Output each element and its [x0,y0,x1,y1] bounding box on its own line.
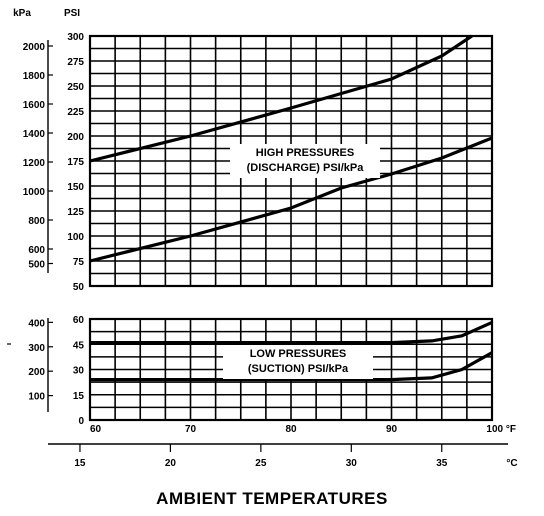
psi-tick-label-high: 275 [67,57,84,68]
psi-tick-label-high: 200 [67,132,84,143]
psi-tick-label-high: 75 [73,257,85,268]
high-pressures-annotation-bg [230,144,380,178]
kpa-tick-label-high: 800 [28,216,45,227]
kpa-tick-label-high: 1000 [23,187,46,198]
x-axis-title: AMBIENT TEMPERATURES [156,489,388,508]
celsius-tick-label: 20 [165,458,177,469]
labels: kPa PSI3002752502252001751501251007550604… [13,8,518,508]
kpa-tick-label-low: 400 [28,318,45,329]
psi-tick-label-high: 50 [73,282,85,293]
fahrenheit-tick-label: 100 °F [486,424,516,435]
psi-tick-label-high: 100 [67,232,84,243]
celsius-tick-label: 35 [436,458,448,469]
psi-tick-label-high: 225 [67,107,84,118]
kpa-tick-label-low: 300 [28,343,45,354]
kpa-tick-label-high: 500 [28,260,45,271]
psi-tick-label-low: 45 [73,340,85,351]
psi-unit-label: PSI [64,8,80,19]
psi-tick-label-low: 0 [78,416,84,427]
kpa-tick-label-high: 2000 [23,42,46,53]
low-pressures-annotation-bg [223,345,373,379]
kpa-tick-label-low: 100 [28,392,45,403]
psi-tick-label-high: 175 [67,157,84,168]
kpa-tick-label-high: 1800 [23,71,46,82]
plot-frame-low [88,317,494,422]
low-pressures-annotation: LOW PRESSURES [250,348,347,360]
kpa-tick-label-low: 200 [28,367,45,378]
high-pressure-line [89,34,473,163]
psi-tick-label-low: 60 [73,315,85,326]
kpa-tick-label-high: 1400 [23,129,46,140]
low-pressure-line [90,351,493,382]
low-pressure-line [90,320,493,345]
kpa-tick-label-high: 600 [28,245,45,256]
psi-tick-label-high: 125 [67,207,84,218]
celsius-tick-label: 25 [255,458,267,469]
psi-tick-label-high: 250 [67,82,84,93]
fahrenheit-tick-label: 80 [285,424,297,435]
kpa-tick-label-high: 1200 [23,158,46,169]
celsius-tick-label: 15 [74,458,86,469]
psi-tick-label-high: 150 [67,182,84,193]
fahrenheit-tick-label: 90 [386,424,398,435]
grid [7,34,508,452]
psi-tick-label-high: 300 [67,32,84,43]
celsius-tick-label: 30 [346,458,358,469]
fahrenheit-tick-label: 60 [90,424,102,435]
psi-tick-label-low: 15 [73,391,85,402]
low-pressures-annotation: (SUCTION) PSI/kPa [248,363,349,375]
high-pressure-line [89,136,493,263]
high-pressures-annotation: (DISCHARGE) PSI/kPa [247,162,365,174]
kpa-unit-label: kPa [13,8,31,19]
fahrenheit-tick-label: 70 [185,424,197,435]
high-pressures-annotation: HIGH PRESSURES [256,147,354,159]
psi-tick-label-low: 30 [73,366,85,377]
series [89,34,493,382]
kpa-tick-label-high: 1600 [23,100,46,111]
celsius-tick-label: °C [506,458,517,469]
